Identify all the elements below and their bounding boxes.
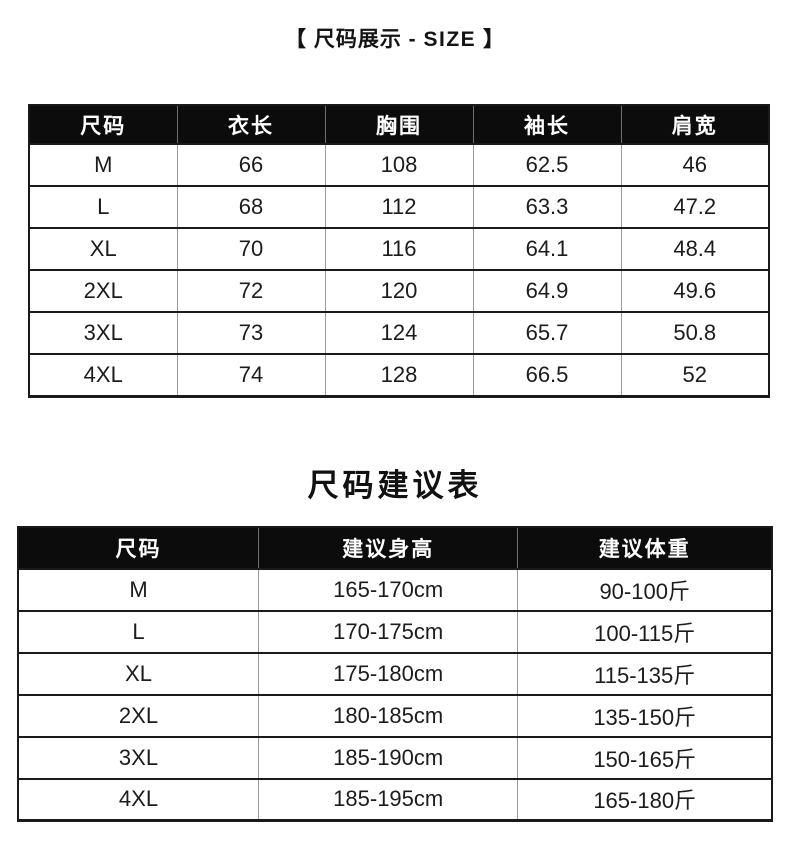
- table-cell: 64.9: [472, 269, 621, 312]
- table-row: XL 175-180cm 115-135斤: [18, 651, 772, 695]
- header-row: 尺码 建议身高 建议体重: [18, 526, 772, 569]
- table-row: M 66 108 62.5 46: [29, 143, 769, 186]
- table-cell: 49.6: [620, 269, 769, 312]
- size-measure-table: 尺码 衣长 胸围 袖长 肩宽 M 66 108 62.5 46 L 68 112…: [28, 104, 770, 398]
- table-cell: 62.5: [472, 143, 621, 186]
- table-cell: 112: [324, 185, 473, 228]
- table-row: L 170-175cm 100-115斤: [18, 609, 772, 653]
- table-cell: 66.5: [472, 353, 621, 396]
- col-header-suggested-height: 建议身高: [258, 526, 518, 569]
- col-header-size: 尺码: [29, 105, 177, 144]
- table-cell: 180-185cm: [258, 693, 518, 737]
- table-cell: L: [29, 185, 177, 228]
- table-cell: 74: [176, 353, 325, 396]
- table-row: 3XL 73 124 65.7 50.8: [29, 311, 769, 354]
- table-cell: 4XL: [18, 777, 259, 821]
- table-cell: 108: [324, 143, 473, 186]
- table-cell: 66: [176, 143, 325, 186]
- table-cell: 47.2: [620, 185, 769, 228]
- table-cell: 170-175cm: [258, 609, 518, 653]
- table-cell: XL: [29, 227, 177, 270]
- size-suggestion-title: 尺码建议表: [307, 467, 483, 503]
- table-cell: 2XL: [18, 693, 259, 737]
- col-header-shoulder-width: 肩宽: [620, 105, 769, 144]
- table-cell: 150-165斤: [517, 735, 772, 779]
- table-cell: 185-190cm: [258, 735, 518, 779]
- table-cell: 64.1: [472, 227, 621, 270]
- table-cell: 48.4: [620, 227, 769, 270]
- table-cell: 3XL: [29, 311, 177, 354]
- table-cell: 165-170cm: [258, 567, 518, 611]
- col-header-chest: 胸围: [324, 105, 473, 144]
- table-row: 4XL 185-195cm 165-180斤: [18, 777, 772, 821]
- table-row: XL 70 116 64.1 48.4: [29, 227, 769, 270]
- table-cell: 175-180cm: [258, 651, 518, 695]
- table-cell: 2XL: [29, 269, 177, 312]
- col-header-sleeve-length: 袖长: [472, 105, 621, 144]
- size-display-title: 【 尺码展示 - SIZE 】: [0, 0, 790, 53]
- table-cell: L: [18, 609, 259, 653]
- table-cell: 70: [176, 227, 325, 270]
- header-row: 尺码 衣长 胸围 袖长 肩宽: [29, 105, 769, 144]
- table-row: M 165-170cm 90-100斤: [18, 567, 772, 611]
- table-cell: 46: [620, 143, 769, 186]
- col-header-garment-length: 衣长: [176, 105, 325, 144]
- table-cell: 165-180斤: [517, 777, 772, 821]
- title-suffix: 】: [476, 28, 506, 51]
- table-row: L 68 112 63.3 47.2: [29, 185, 769, 228]
- table-cell: 128: [324, 353, 473, 396]
- table-cell: 116: [324, 227, 473, 270]
- table-cell: 72: [176, 269, 325, 312]
- table-cell: 185-195cm: [258, 777, 518, 821]
- table-cell: 120: [324, 269, 473, 312]
- table-row: 2XL 72 120 64.9 49.6: [29, 269, 769, 312]
- table-cell: 4XL: [29, 353, 177, 396]
- size-suggestion-table: 尺码 建议身高 建议体重 M 165-170cm 90-100斤 L 170-1…: [17, 525, 773, 822]
- title-size-word: SIZE: [423, 28, 477, 51]
- table-cell: 3XL: [18, 735, 259, 779]
- table-cell: 100-115斤: [517, 609, 772, 653]
- col-header-size: 尺码: [18, 526, 259, 569]
- table-cell: M: [29, 143, 177, 186]
- title-prefix: 【 尺码展示 -: [284, 28, 424, 51]
- table-cell: 124: [324, 311, 473, 354]
- table-cell: 68: [176, 185, 325, 228]
- table-cell: XL: [18, 651, 259, 695]
- table-cell: 65.7: [472, 311, 621, 354]
- table-cell: 115-135斤: [517, 651, 772, 695]
- table-row: 2XL 180-185cm 135-150斤: [18, 693, 772, 737]
- table-cell: M: [18, 567, 259, 611]
- table-row: 3XL 185-190cm 150-165斤: [18, 735, 772, 779]
- table-row: 4XL 74 128 66.5 52: [29, 353, 769, 396]
- table-cell: 50.8: [620, 311, 769, 354]
- table-cell: 52: [620, 353, 769, 396]
- table-cell: 73: [176, 311, 325, 354]
- col-header-suggested-weight: 建议体重: [517, 526, 772, 569]
- table-cell: 90-100斤: [517, 567, 772, 611]
- table-cell: 63.3: [472, 185, 621, 228]
- table-cell: 135-150斤: [517, 693, 772, 737]
